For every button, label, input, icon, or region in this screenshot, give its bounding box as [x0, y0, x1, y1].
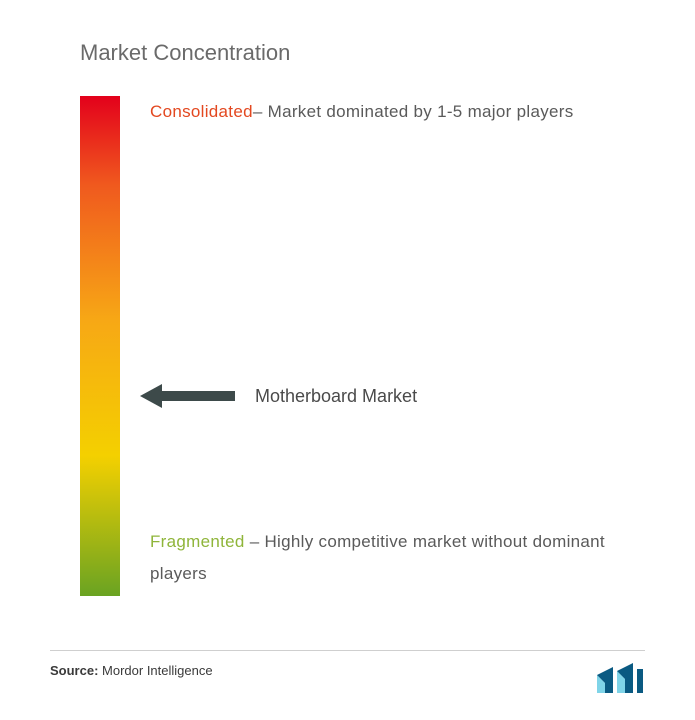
- chart-title: Market Concentration: [80, 40, 645, 66]
- source-label: Source:: [50, 663, 98, 678]
- marker-label: Motherboard Market: [255, 386, 417, 407]
- gradient-scale-bar: [80, 96, 120, 596]
- fragmented-term: Fragmented: [150, 532, 245, 551]
- concentration-chart: Consolidated– Market dominated by 1-5 ma…: [80, 96, 645, 626]
- consolidated-term: Consolidated: [150, 102, 253, 121]
- market-marker: Motherboard Market: [140, 381, 417, 411]
- chart-footer: Source: Mordor Intelligence: [50, 650, 645, 695]
- source-value: Mordor Intelligence: [102, 663, 213, 678]
- fragmented-label: Fragmented – Highly competitive market w…: [150, 526, 635, 591]
- brand-logo-icon: [595, 663, 645, 695]
- arrow-left-icon: [140, 381, 235, 411]
- source-citation: Source: Mordor Intelligence: [50, 663, 213, 678]
- consolidated-desc: – Market dominated by 1-5 major players: [253, 102, 574, 121]
- consolidated-label: Consolidated– Market dominated by 1-5 ma…: [150, 96, 635, 128]
